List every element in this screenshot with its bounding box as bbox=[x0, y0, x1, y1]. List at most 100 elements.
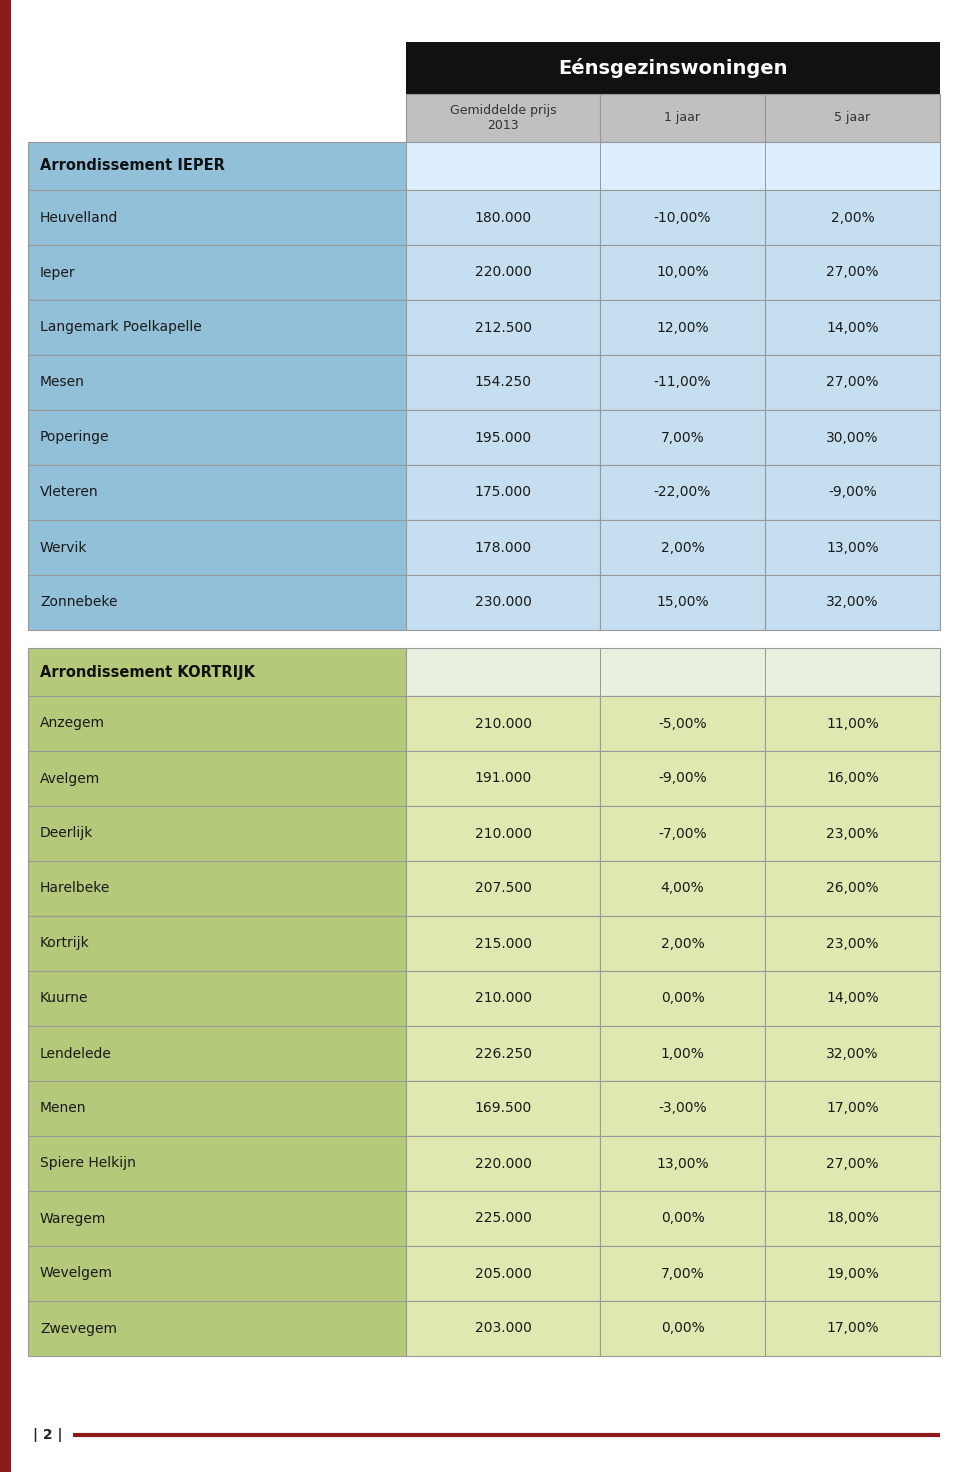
Bar bbox=[765, 1191, 940, 1245]
Text: 220.000: 220.000 bbox=[474, 1157, 532, 1170]
Bar bbox=[28, 411, 406, 465]
Text: Zwevegem: Zwevegem bbox=[40, 1322, 117, 1335]
Text: 195.000: 195.000 bbox=[474, 430, 532, 445]
Text: 15,00%: 15,00% bbox=[657, 596, 708, 609]
Bar bbox=[406, 696, 600, 751]
Text: 27,00%: 27,00% bbox=[827, 1157, 878, 1170]
Text: 191.000: 191.000 bbox=[474, 771, 532, 786]
Text: 0,00%: 0,00% bbox=[660, 1211, 705, 1226]
Bar bbox=[600, 190, 765, 244]
Bar bbox=[28, 190, 406, 244]
Bar bbox=[600, 300, 765, 355]
Bar bbox=[600, 648, 601, 696]
Bar bbox=[600, 696, 765, 751]
Bar bbox=[765, 465, 940, 520]
Bar bbox=[406, 916, 600, 972]
Text: 7,00%: 7,00% bbox=[660, 430, 705, 445]
Bar bbox=[406, 94, 600, 141]
Text: Wevelgem: Wevelgem bbox=[40, 1266, 113, 1281]
Bar bbox=[406, 1026, 600, 1080]
Bar bbox=[406, 300, 600, 355]
Bar bbox=[600, 916, 765, 972]
Text: 2,00%: 2,00% bbox=[660, 936, 705, 951]
Text: Heuvelland: Heuvelland bbox=[40, 210, 118, 225]
Bar bbox=[28, 861, 406, 916]
Text: 180.000: 180.000 bbox=[474, 210, 532, 225]
Text: 27,00%: 27,00% bbox=[827, 375, 878, 390]
Text: 175.000: 175.000 bbox=[474, 486, 532, 499]
Text: Wervik: Wervik bbox=[40, 540, 87, 555]
Bar bbox=[406, 1301, 600, 1356]
Bar bbox=[406, 244, 600, 300]
Bar bbox=[406, 355, 600, 411]
Bar bbox=[28, 972, 406, 1026]
Bar bbox=[406, 141, 940, 190]
Text: -9,00%: -9,00% bbox=[828, 486, 876, 499]
Text: 13,00%: 13,00% bbox=[657, 1157, 708, 1170]
Bar bbox=[600, 861, 765, 916]
Bar bbox=[406, 576, 600, 630]
Text: 215.000: 215.000 bbox=[474, 936, 532, 951]
Text: 230.000: 230.000 bbox=[474, 596, 532, 609]
Text: Mesen: Mesen bbox=[40, 375, 84, 390]
Bar bbox=[406, 1191, 600, 1245]
Text: 1 jaar: 1 jaar bbox=[664, 112, 701, 125]
Text: 32,00%: 32,00% bbox=[827, 1047, 878, 1060]
Text: 13,00%: 13,00% bbox=[827, 540, 878, 555]
Bar bbox=[600, 94, 765, 141]
Bar bbox=[28, 1026, 406, 1080]
Bar bbox=[406, 861, 600, 916]
Text: 178.000: 178.000 bbox=[474, 540, 532, 555]
Text: Langemark Poelkapelle: Langemark Poelkapelle bbox=[40, 321, 202, 334]
Bar bbox=[28, 94, 406, 141]
Bar bbox=[765, 244, 940, 300]
Bar bbox=[28, 576, 406, 630]
Text: 212.500: 212.500 bbox=[474, 321, 532, 334]
Text: 225.000: 225.000 bbox=[474, 1211, 532, 1226]
Bar bbox=[28, 648, 406, 696]
Bar bbox=[765, 411, 940, 465]
Text: 203.000: 203.000 bbox=[474, 1322, 532, 1335]
Bar bbox=[28, 1301, 406, 1356]
Bar bbox=[28, 244, 406, 300]
Bar bbox=[406, 648, 940, 696]
Bar bbox=[765, 576, 940, 630]
Text: 210.000: 210.000 bbox=[474, 826, 532, 841]
Text: 12,00%: 12,00% bbox=[657, 321, 708, 334]
Bar bbox=[600, 1080, 765, 1136]
Bar bbox=[600, 1136, 765, 1191]
Text: -7,00%: -7,00% bbox=[659, 826, 707, 841]
Text: 169.500: 169.500 bbox=[474, 1101, 532, 1116]
Bar bbox=[406, 465, 600, 520]
Text: 11,00%: 11,00% bbox=[827, 717, 878, 730]
Text: 17,00%: 17,00% bbox=[827, 1322, 878, 1335]
Bar bbox=[28, 1191, 406, 1245]
Text: Deerlijk: Deerlijk bbox=[40, 826, 93, 841]
Bar bbox=[765, 696, 940, 751]
Text: -9,00%: -9,00% bbox=[659, 771, 707, 786]
Bar bbox=[765, 94, 940, 141]
Bar bbox=[0, 0, 11, 1472]
Text: 16,00%: 16,00% bbox=[827, 771, 878, 786]
Bar bbox=[28, 1136, 406, 1191]
Text: 32,00%: 32,00% bbox=[827, 596, 878, 609]
Bar bbox=[765, 972, 940, 1026]
Bar bbox=[600, 751, 765, 807]
Text: 0,00%: 0,00% bbox=[660, 992, 705, 1005]
Bar bbox=[600, 1026, 765, 1080]
Bar bbox=[28, 1245, 406, 1301]
Bar bbox=[28, 520, 406, 576]
Bar bbox=[406, 1080, 600, 1136]
Bar bbox=[406, 411, 600, 465]
Text: 154.250: 154.250 bbox=[474, 375, 532, 390]
Text: Menen: Menen bbox=[40, 1101, 86, 1116]
Text: 0,00%: 0,00% bbox=[660, 1322, 705, 1335]
Text: Lendelede: Lendelede bbox=[40, 1047, 112, 1060]
Text: Poperinge: Poperinge bbox=[40, 430, 109, 445]
Text: 23,00%: 23,00% bbox=[827, 936, 878, 951]
Text: 14,00%: 14,00% bbox=[827, 992, 878, 1005]
Bar bbox=[406, 1136, 600, 1191]
Bar bbox=[765, 1136, 940, 1191]
Text: -11,00%: -11,00% bbox=[654, 375, 711, 390]
Text: Waregem: Waregem bbox=[40, 1211, 107, 1226]
